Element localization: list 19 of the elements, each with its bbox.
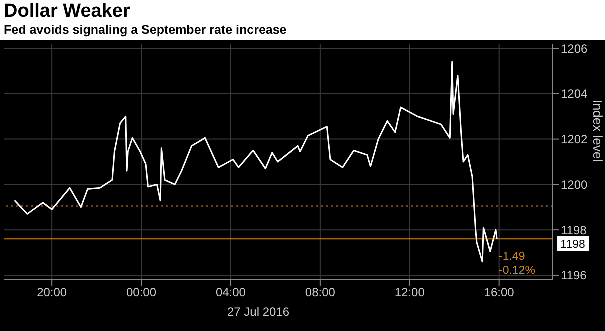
x-tick-label: 00:00 <box>126 286 157 300</box>
y-tick-label: 1202 <box>561 132 588 147</box>
y-tick-label: 1204 <box>561 87 588 102</box>
chart-title: Dollar Weaker <box>4 1 130 23</box>
x-tick-label: 16:00 <box>484 286 515 300</box>
x-axis-title: 27 Jul 2016 <box>227 305 290 319</box>
y-tick-label: 1200 <box>561 178 588 192</box>
x-tick-label: 08:00 <box>305 286 336 300</box>
y-tick-label: 1206 <box>561 42 588 56</box>
annotation: -1.49 <box>499 251 526 263</box>
y-axis-title: Index level <box>590 100 605 162</box>
x-tick-label: 12:00 <box>394 286 426 300</box>
x-tick-label: 20:00 <box>37 286 68 300</box>
chart-subtitle: Fed avoids signaling a September rate increase <box>4 23 287 37</box>
y-tick-label: 1196 <box>561 268 588 283</box>
line-series <box>14 61 498 263</box>
annotation: -0.12% <box>499 265 536 277</box>
y-tick-label: 1198 <box>561 223 588 238</box>
x-tick-label: 04:00 <box>216 286 246 300</box>
